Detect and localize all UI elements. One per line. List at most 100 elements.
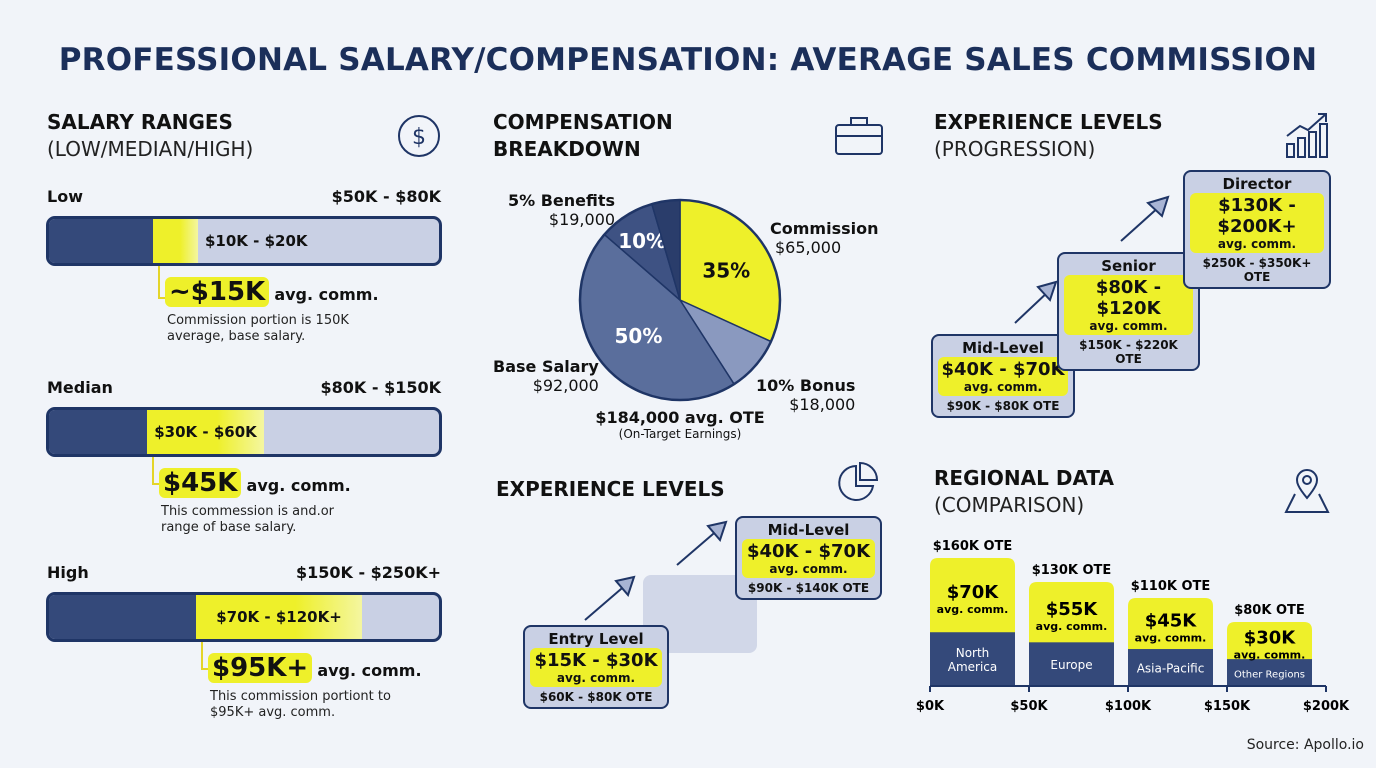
avg-label: avg. comm. <box>317 661 422 680</box>
base-bar <box>1029 642 1114 686</box>
salary-ranges-heading: SALARY RANGES <box>47 110 233 134</box>
arrow-up-right-icon <box>676 520 728 566</box>
ote-label: $160K OTE <box>933 539 1013 554</box>
commission-portion: $70K - $120K+ <box>196 595 362 639</box>
level-title: Mid-Level <box>962 339 1044 357</box>
experience-levels-heading-bottom: EXPERIENCE LEVELS <box>496 477 725 501</box>
benefits-label: 5% Benefits <box>508 191 616 210</box>
level-title: Senior <box>1101 257 1156 275</box>
tier-range: $80K - $150K <box>320 378 441 397</box>
level-ote: $150K - $220K OTE <box>1079 338 1178 366</box>
x-tick-label: $100K <box>1105 699 1152 714</box>
connector-line <box>158 266 166 299</box>
tier-note: This commission portiont to $95K+ avg. co… <box>210 689 391 720</box>
map-pin-icon <box>1284 469 1330 513</box>
level-avg-label: avg. comm. <box>769 562 848 576</box>
pie-slice-label: 35% <box>702 258 750 282</box>
level-ote: $90K - $80K OTE <box>946 399 1060 413</box>
base-salary-label: Base Salary <box>493 357 599 376</box>
level-commission: $80K - $120K <box>1095 277 1162 319</box>
source-text: Source: Apollo.io <box>1246 737 1364 753</box>
compensation-heading-1: COMPENSATION <box>493 110 673 134</box>
level-ote: $250K - $350K+ OTE <box>1202 256 1312 284</box>
connector-line <box>152 457 160 485</box>
commission-range: $10K - $20K <box>205 232 308 250</box>
briefcase-icon <box>835 117 883 155</box>
arrow-up-right-icon <box>1014 280 1058 324</box>
commission-avg-label: avg. comm. <box>1234 649 1306 662</box>
level-commission: $40K - $70K <box>746 541 871 562</box>
base-portion <box>49 410 147 454</box>
compensation-heading-2: BREAKDOWN <box>493 137 641 161</box>
region-label: America <box>948 660 998 674</box>
bonus-amount: $18,000 <box>789 395 856 414</box>
avg-label: avg. comm. <box>274 285 379 304</box>
tier-label: High <box>47 563 89 582</box>
level-avg-label: avg. comm. <box>963 380 1043 394</box>
x-tick-label: $150K <box>1204 699 1251 714</box>
commission-label: Commission <box>770 219 879 238</box>
commission-value: $55K <box>1046 599 1099 620</box>
regional-heading: REGIONAL DATA <box>934 466 1114 490</box>
benefits-amount: $19,000 <box>548 210 616 229</box>
base-bar <box>1227 659 1312 686</box>
arrow-up-right-icon <box>584 575 636 621</box>
experience-card: Senior $80K - $120K avg. comm. $150K - $220… <box>1057 252 1200 371</box>
base-portion <box>49 595 196 639</box>
avg-commission: $45K <box>159 468 242 498</box>
experience-levels-heading: EXPERIENCE LEVELS <box>934 110 1163 134</box>
page-title: PROFESSIONAL SALARY/COMPENSATION: AVERAG… <box>58 42 1318 78</box>
commission-portion: $30K - $60K <box>147 410 264 454</box>
commission-avg-label: avg. comm. <box>937 603 1009 616</box>
base-bar <box>930 632 1015 686</box>
region-label: Other Regions <box>1234 670 1305 681</box>
commission-portion: $10K - $20K <box>153 219 308 263</box>
tier-bar: $30K - $60K <box>46 407 442 457</box>
commission-value: $70K <box>947 582 1000 603</box>
ote-label: $130K OTE <box>1032 563 1112 578</box>
ote-subtitle: (On-Target Earnings) <box>618 427 742 441</box>
commission-value: $30K <box>1244 628 1297 649</box>
avg-commission: ~$15K <box>165 277 270 307</box>
avg-commission: $95K+ <box>208 653 313 683</box>
salary-ranges-subheading: (LOW/MEDIAN/HIGH) <box>47 137 254 161</box>
commission-avg-label: avg. comm. <box>1036 620 1108 633</box>
ote-total: $184,000 avg. OTE <box>595 408 765 427</box>
tier-range: $150K - $250K+ <box>295 563 441 582</box>
base-salary-amount: $92,000 <box>532 376 599 395</box>
tier-note: This commession is and.or range of base s… <box>161 504 335 535</box>
x-tick-label: $50K <box>1010 699 1048 714</box>
level-ote: $90K - $140K OTE <box>747 581 870 595</box>
svg-text:$: $ <box>412 125 426 150</box>
tier-label: Median <box>47 378 113 397</box>
commission-amount: $65,000 <box>775 238 842 257</box>
x-tick-label: $200K <box>1303 699 1350 714</box>
region-label: North <box>956 646 990 660</box>
base-bar <box>1128 649 1213 686</box>
level-ote: $60K - $80K OTE <box>539 690 653 704</box>
base-portion <box>49 219 153 263</box>
ote-label: $80K OTE <box>1234 603 1305 618</box>
tier-label: Low <box>47 187 83 206</box>
tier-range: $50K - $80K <box>331 187 441 206</box>
level-title: Mid-Level <box>767 521 850 539</box>
commission-avg-label: avg. comm. <box>1135 632 1207 645</box>
level-avg-label: avg. comm. <box>1089 319 1168 333</box>
experience-card: Entry Level $15K - $30K avg. comm. $60K - $… <box>523 625 669 709</box>
level-title: Entry Level <box>548 630 644 648</box>
experience-card: Director $130K - $200K+ avg. comm. $250K - … <box>1183 170 1331 289</box>
level-title: Director <box>1222 175 1292 193</box>
level-commission: $40K - $70K <box>941 359 1065 380</box>
commission-value: $45K <box>1145 611 1198 632</box>
tier-note: Commission portion is 150K average, base … <box>167 313 349 344</box>
ote-label: $110K OTE <box>1131 579 1211 594</box>
region-label: Europe <box>1050 658 1092 672</box>
growth-chart-icon <box>1286 113 1328 158</box>
level-avg-label: avg. comm. <box>556 671 636 685</box>
experience-levels-subheading: (PROGRESSION) <box>934 137 1096 161</box>
tier-bar: $70K - $120K+ <box>46 592 442 642</box>
pie-slice-label: 50% <box>614 324 662 348</box>
experience-card: Mid-Level $40K - $70K avg. comm. $90K - $14… <box>735 516 882 600</box>
tier-bar: $10K - $20K <box>46 216 442 266</box>
